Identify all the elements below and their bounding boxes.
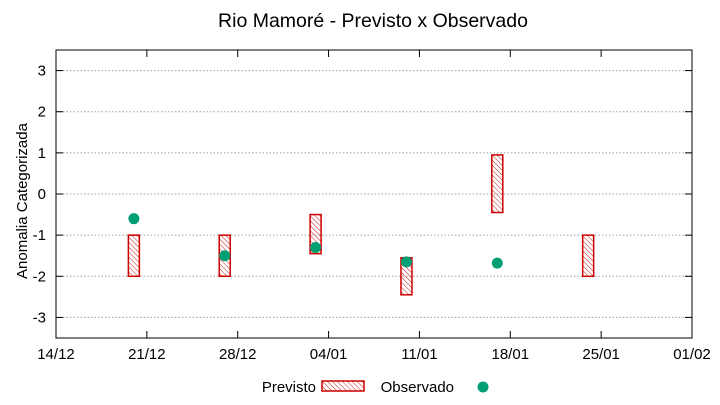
x-tick-label: 25/01 [582, 346, 620, 363]
x-tick-label: 01/02 [673, 346, 711, 363]
y-axis-label: Anomalia Categorizada [14, 122, 31, 279]
legend: Previsto Observado [262, 379, 489, 396]
x-tick-label: 28/12 [219, 346, 257, 363]
y-ticks: -3 -2 -1 0 1 2 3 [33, 63, 692, 326]
previsto-range-box [309, 213, 322, 255]
observado-point [219, 250, 231, 262]
observado-point [128, 213, 140, 225]
observado-point [310, 241, 322, 253]
x-tick-label: 14/12 [37, 346, 75, 363]
x-ticks: 14/12 21/12 28/12 04/01 11/01 18/01 25/01 01/02 [37, 50, 711, 363]
grid-lines [56, 70, 692, 318]
previsto-range-box [581, 234, 595, 278]
previsto-range-box [127, 234, 141, 278]
legend-label-observado: Observado [381, 379, 454, 396]
observado-point [400, 256, 412, 268]
x-tick-label: 21/12 [128, 346, 166, 363]
y-tick-label: 0 [38, 186, 46, 203]
legend-swatch-previsto [321, 380, 365, 392]
observado-series [128, 213, 503, 269]
chart-title: Rio Mamoré - Previsto x Observado [218, 10, 528, 32]
y-tick-label: -2 [33, 268, 46, 285]
legend-label-previsto: Previsto [262, 379, 316, 396]
y-tick-label: 2 [38, 104, 46, 121]
plot-frame [55, 49, 693, 339]
observado-point [491, 257, 503, 269]
x-tick-label: 18/01 [492, 346, 530, 363]
legend-marker-observado [477, 381, 489, 393]
previsto-range-box [491, 154, 504, 214]
y-tick-label: 1 [38, 145, 46, 162]
x-tick-label: 04/01 [310, 346, 348, 363]
previsto-series [127, 154, 595, 296]
y-tick-label: 3 [38, 63, 46, 80]
x-tick-label: 11/01 [401, 346, 437, 363]
y-tick-label: -3 [33, 309, 46, 326]
y-tick-label: -1 [33, 227, 46, 244]
